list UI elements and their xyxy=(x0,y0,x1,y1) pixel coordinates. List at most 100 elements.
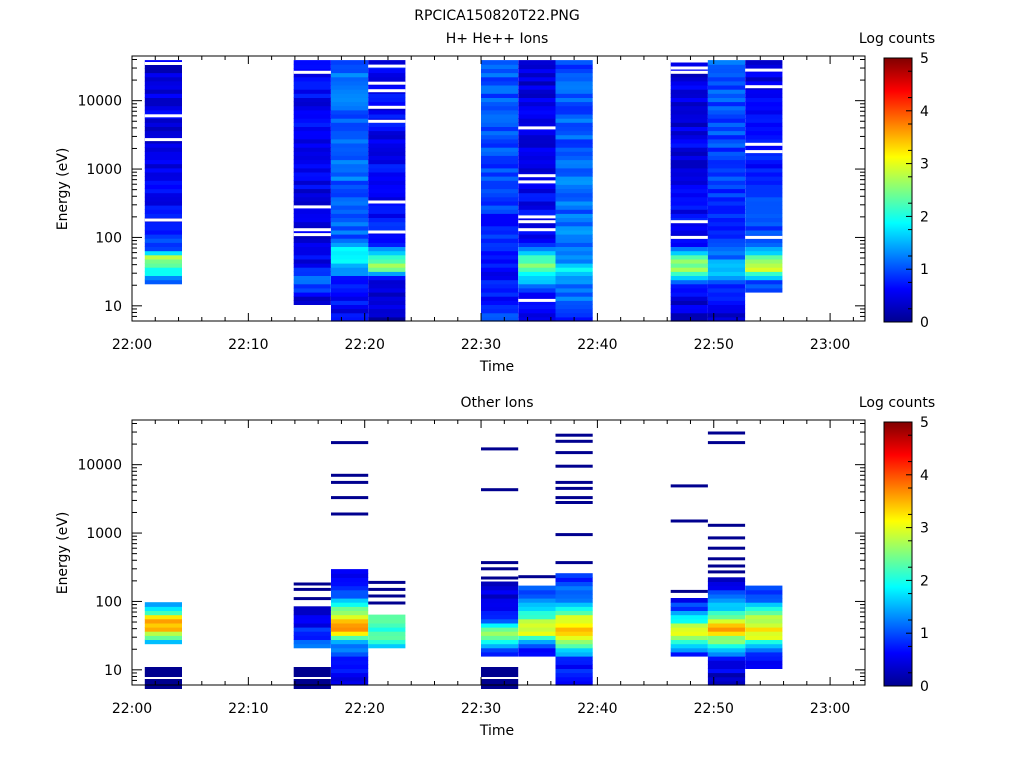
heatmap-cell xyxy=(368,109,406,115)
y-axis: 10 100 1000 10000 xyxy=(77,58,865,322)
heatmap-cell xyxy=(144,627,182,632)
heatmap-cell xyxy=(670,635,708,640)
y-axis-label: Energy (eV) xyxy=(55,148,71,231)
data-gap xyxy=(670,66,708,70)
heatmap-cell xyxy=(745,593,783,599)
heatmap-cell xyxy=(481,229,519,235)
heatmap-cell xyxy=(555,238,593,243)
heatmap-cell xyxy=(293,614,331,620)
heatmap-cell xyxy=(555,196,593,202)
heatmap-cell xyxy=(331,573,369,578)
heatmap-cell xyxy=(670,114,708,119)
heatmap-cell xyxy=(331,122,369,127)
heatmap-cell xyxy=(707,184,746,190)
heatmap-cell xyxy=(293,229,331,235)
heatmap-cell xyxy=(707,639,746,645)
heatmap-cell xyxy=(331,643,369,649)
heatmap-cell xyxy=(555,134,593,140)
heatmap-cell xyxy=(707,80,746,86)
heatmap-cell xyxy=(481,167,519,173)
heatmap-cell xyxy=(555,308,593,314)
heatmap-cell xyxy=(670,238,708,243)
data-gap xyxy=(518,298,556,302)
heatmap-cell xyxy=(555,581,593,587)
heatmap-cell xyxy=(518,263,556,268)
heatmap-cell xyxy=(144,209,182,214)
heatmap-cell xyxy=(368,631,406,636)
heatmap-cell xyxy=(707,263,746,268)
heatmap-cell xyxy=(745,627,783,632)
heatmap-cell xyxy=(144,679,182,689)
heatmap-cell xyxy=(481,639,519,645)
heatmap-cell xyxy=(555,258,593,264)
y-tick-label: 10 xyxy=(104,299,122,315)
data-gap xyxy=(670,59,708,63)
heatmap-cell xyxy=(368,68,406,74)
heatmap-cell xyxy=(670,101,708,107)
heatmap-cell xyxy=(331,680,369,686)
heatmap-cell xyxy=(518,639,556,645)
heatmap-cell xyxy=(745,180,783,185)
heatmap-cell xyxy=(707,246,746,252)
heatmap-cell xyxy=(368,147,406,152)
y-tick-label: 10000 xyxy=(77,458,122,474)
heatmap-cell xyxy=(555,480,593,484)
heatmap-cell xyxy=(707,279,746,285)
heatmap-cell xyxy=(555,221,593,227)
heatmap-cell xyxy=(293,184,331,190)
heatmap-cell xyxy=(555,250,593,256)
heatmap-cell xyxy=(670,76,708,82)
heatmap-cell xyxy=(293,167,331,173)
heatmap-cell xyxy=(555,593,593,599)
heatmap-cell xyxy=(518,205,556,210)
colorbar-tick-label: 1 xyxy=(920,626,929,642)
heatmap-cell xyxy=(518,238,556,243)
heatmap-cell xyxy=(293,188,331,194)
heatmap-cell xyxy=(368,151,406,156)
heatmap-cell xyxy=(555,635,593,640)
heatmap-cell xyxy=(368,287,406,293)
data-gap xyxy=(368,119,406,123)
heatmap-cell xyxy=(293,221,331,227)
plot-frame xyxy=(131,419,866,686)
heatmap-cell xyxy=(707,308,746,314)
heatmap-cell xyxy=(368,180,406,185)
heatmap-cell xyxy=(144,143,182,148)
heatmap-cell xyxy=(707,213,746,218)
heatmap-cell xyxy=(670,176,708,181)
heatmap-cell xyxy=(745,647,783,653)
heatmap-cell xyxy=(331,101,369,107)
heatmap-cell xyxy=(331,308,369,314)
heatmap-cell xyxy=(707,85,746,90)
heatmap-cell xyxy=(481,143,519,148)
heatmap-cell xyxy=(518,296,556,301)
heatmap-cell xyxy=(331,627,369,632)
heatmap-cell xyxy=(518,267,556,272)
heatmap-cell xyxy=(144,622,182,628)
heatmap-cell xyxy=(670,250,708,256)
heatmap-cell xyxy=(707,229,746,235)
data-gap xyxy=(518,180,556,184)
data-gap xyxy=(518,228,556,232)
heatmap-cell xyxy=(331,118,369,123)
heatmap-cell xyxy=(707,622,746,628)
heatmap-cell xyxy=(555,602,593,607)
heatmap-cell xyxy=(331,300,369,305)
heatmap-cell xyxy=(745,656,783,661)
heatmap-cell xyxy=(293,200,331,206)
heatmap-cell xyxy=(144,138,182,144)
heatmap-cell xyxy=(518,188,556,194)
heatmap-cell xyxy=(670,610,708,616)
heatmap-cell xyxy=(707,668,746,674)
heatmap-cell xyxy=(481,105,519,111)
colorbar-tick-label: 0 xyxy=(920,679,929,695)
heatmap-cell xyxy=(331,176,369,181)
heatmap-cell xyxy=(368,213,406,218)
heatmap-cell xyxy=(555,109,593,115)
heatmap-cell xyxy=(555,639,593,645)
heatmap-cell xyxy=(331,76,369,82)
heatmap-cell xyxy=(331,279,369,285)
heatmap-cell xyxy=(481,610,519,616)
heatmap-cell xyxy=(670,283,708,289)
